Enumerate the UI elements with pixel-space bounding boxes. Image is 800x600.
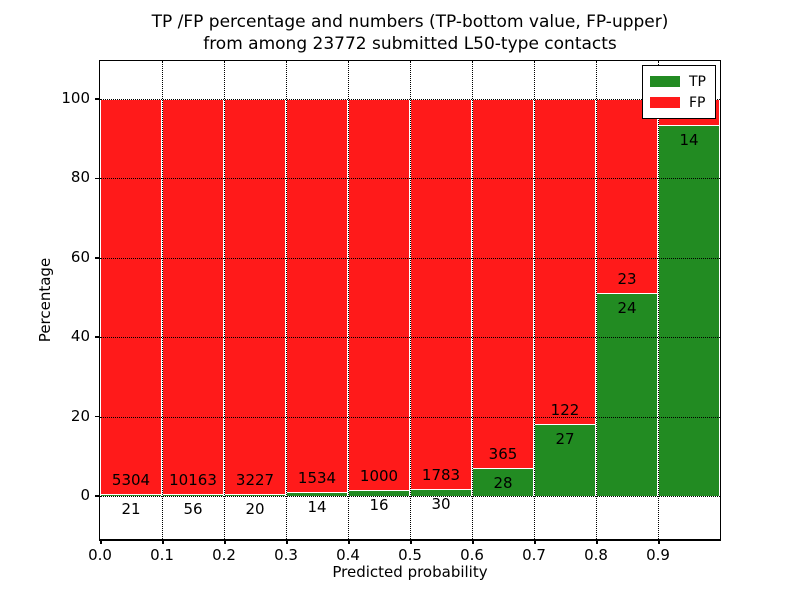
y-tick <box>95 336 100 338</box>
tp-count-label: 27 <box>555 430 575 449</box>
h-gridline <box>100 337 720 339</box>
y-tick-label: 40 <box>70 327 90 346</box>
x-axis-label: Predicted probability <box>332 563 488 581</box>
tp-count-label: 28 <box>493 473 513 492</box>
x-tick-label: 0.3 <box>274 546 298 564</box>
tp-count-label: 20 <box>245 499 265 518</box>
fp-count-label: 5304 <box>111 471 151 490</box>
y-tick <box>95 98 100 100</box>
y-tick <box>95 257 100 259</box>
y-tick-label: 100 <box>61 89 90 107</box>
tp-count-label: 14 <box>679 131 699 150</box>
y-tick <box>95 495 100 497</box>
x-tick <box>286 539 288 544</box>
x-tick-label: 0.8 <box>584 546 608 564</box>
x-tick-label: 0.2 <box>212 546 236 564</box>
bar-fp-segment <box>224 99 286 494</box>
x-tick-label: 0.1 <box>150 546 174 564</box>
x-tick-label: 0.7 <box>522 546 546 564</box>
fp-count-label: 1783 <box>421 466 461 485</box>
fp-count-label: 122 <box>550 401 580 420</box>
legend-label-fp: FP <box>689 94 706 111</box>
v-gridline <box>472 61 473 539</box>
y-tick <box>95 177 100 180</box>
v-gridline <box>162 61 163 539</box>
bar-fp-segment <box>348 99 410 490</box>
bar-fp-segment <box>286 99 348 493</box>
x-tick <box>472 539 474 544</box>
fp-count-label: 365 <box>488 444 518 463</box>
fp-count-label: 1000 <box>359 466 399 485</box>
legend-label-tp: TP <box>689 73 706 90</box>
v-gridline <box>410 61 411 539</box>
v-gridline <box>534 61 535 539</box>
v-gridline <box>596 61 597 539</box>
tp-count-label: 14 <box>307 498 327 517</box>
h-gridline <box>100 178 720 180</box>
tp-count-label: 21 <box>121 500 141 519</box>
fp-swatch <box>650 97 680 108</box>
h-gridline <box>100 99 720 100</box>
bar-fp-segment <box>410 99 472 490</box>
y-tick-label: 0 <box>80 486 90 504</box>
v-gridline <box>348 61 349 539</box>
x-tick <box>224 539 226 544</box>
legend-entry-tp: TP <box>650 71 706 92</box>
y-tick <box>95 415 100 418</box>
plot-area: TP FP 5304 21 10163 56 3227 20 1534 14 1000 16 178… <box>61 60 721 564</box>
tp-count-label: 56 <box>183 499 203 518</box>
bar-tp-segment <box>472 467 534 496</box>
x-tick <box>100 539 102 544</box>
chart-title-line2: from among 23772 submitted L50-type cont… <box>203 34 617 54</box>
x-tick <box>596 539 598 544</box>
tp-swatch <box>650 76 680 87</box>
tp-count-label: 24 <box>617 299 637 318</box>
fp-count-label: 1534 <box>297 469 337 488</box>
fp-count-label: 23 <box>617 270 637 289</box>
tp-count-label: 30 <box>431 495 451 514</box>
x-tick <box>348 539 350 544</box>
fp-count-label: 3227 <box>235 470 275 489</box>
legend-entry-fp: FP <box>650 92 706 113</box>
bar-fp-segment <box>100 99 162 495</box>
x-tick-label: 0.4 <box>336 546 360 564</box>
bar-fp-segment <box>534 99 596 425</box>
v-gridline <box>658 61 659 539</box>
h-gridline <box>100 416 720 418</box>
chart-title: TP /FP percentage and numbers (TP-bottom… <box>100 11 720 55</box>
bar-fp-segment <box>596 99 658 294</box>
y-tick-label: 20 <box>70 406 90 425</box>
x-tick-label: 0.5 <box>398 546 422 564</box>
bar-tp-segment <box>596 293 658 496</box>
bar-tp-segment <box>534 424 596 496</box>
bar-tp-segment <box>658 125 720 496</box>
h-gridline <box>100 496 720 497</box>
v-gridline <box>224 61 225 539</box>
v-gridline <box>286 61 287 539</box>
tp-count-label: 16 <box>369 495 389 514</box>
bar-tp-segment <box>100 494 162 496</box>
y-tick-label: 80 <box>70 168 90 187</box>
x-tick <box>410 539 412 544</box>
x-tick <box>162 539 164 544</box>
x-tick <box>658 539 660 544</box>
h-gridline <box>100 257 720 259</box>
bar-fp-segment <box>162 99 224 494</box>
legend: TP FP <box>642 65 716 119</box>
x-tick-label: 0.9 <box>646 546 670 564</box>
y-tick-label: 60 <box>70 247 90 266</box>
chart-title-line1: TP /FP percentage and numbers (TP-bottom… <box>151 12 669 32</box>
fp-count-label: 10163 <box>169 470 217 489</box>
x-tick-label: 0.6 <box>460 546 484 564</box>
x-tick-label: 0.0 <box>88 546 112 564</box>
x-tick <box>534 539 536 544</box>
